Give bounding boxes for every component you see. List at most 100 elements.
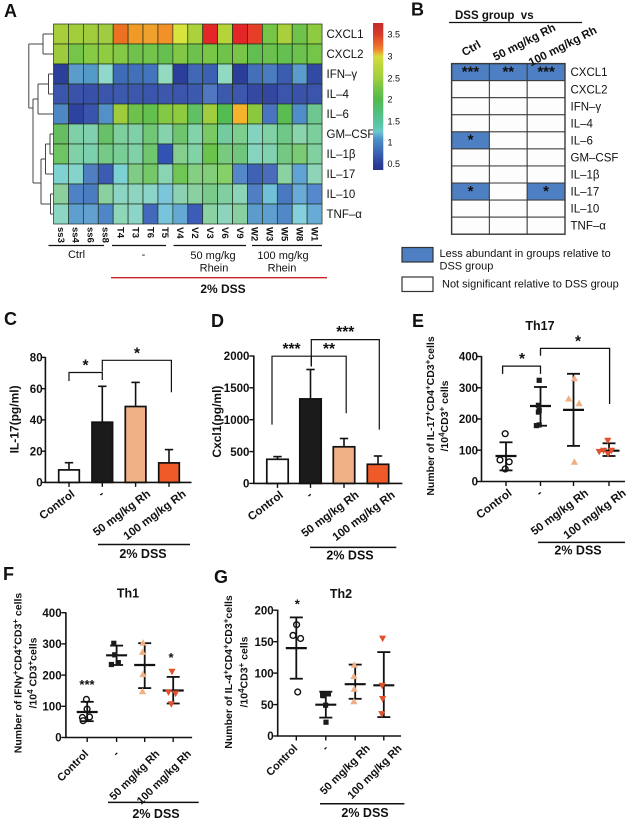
svg-text:T5: T5 bbox=[159, 227, 170, 239]
svg-text:IL–17: IL–17 bbox=[571, 187, 600, 199]
svg-text:T3: T3 bbox=[129, 227, 140, 238]
svg-text:IL–1β: IL–1β bbox=[571, 170, 600, 182]
svg-text:Less abundant in groups relati: Less abundant in groups relative to bbox=[440, 248, 611, 260]
svg-text:IL–1β: IL–1β bbox=[327, 149, 356, 161]
svg-text:-: - bbox=[96, 488, 106, 500]
svg-text:***: *** bbox=[462, 63, 480, 80]
svg-text:V9: V9 bbox=[234, 227, 245, 239]
svg-text:200: 200 bbox=[459, 414, 478, 426]
svg-text:0: 0 bbox=[55, 733, 61, 745]
svg-text:2000: 2000 bbox=[224, 351, 250, 363]
svg-text:/104 CD3+cells: /104 CD3+cells bbox=[26, 637, 40, 708]
svg-text:2% DSS: 2% DSS bbox=[341, 806, 388, 820]
svg-text:A: A bbox=[4, 1, 17, 21]
svg-text:150: 150 bbox=[255, 637, 274, 649]
svg-text:80: 80 bbox=[30, 353, 43, 365]
svg-text:V3: V3 bbox=[204, 227, 215, 239]
svg-text:-: - bbox=[111, 748, 122, 759]
svg-text:CXCL1: CXCL1 bbox=[327, 29, 364, 41]
svg-text:0.5: 0.5 bbox=[388, 159, 401, 169]
svg-text:Not significant relative to DS: Not significant relative to DSS group bbox=[442, 279, 619, 291]
svg-text:DSS group: DSS group bbox=[440, 261, 494, 273]
svg-text:CXCL2: CXCL2 bbox=[571, 84, 608, 96]
svg-text:0: 0 bbox=[243, 479, 249, 491]
svg-text:200: 200 bbox=[255, 605, 274, 617]
svg-text:IFN–γ: IFN–γ bbox=[571, 101, 602, 113]
svg-text:*: * bbox=[82, 358, 89, 375]
svg-text:200: 200 bbox=[42, 670, 61, 682]
svg-text:/104CD3+ cells: /104CD3+ cells bbox=[237, 636, 251, 707]
svg-text:ss3: ss3 bbox=[55, 227, 66, 243]
svg-text:2: 2 bbox=[388, 95, 393, 105]
svg-text:2% DSS: 2% DSS bbox=[554, 544, 601, 558]
svg-text:Rhein: Rhein bbox=[268, 263, 297, 275]
svg-text:60: 60 bbox=[30, 384, 43, 396]
svg-text:***: *** bbox=[336, 324, 355, 341]
svg-text:3: 3 bbox=[388, 51, 393, 61]
svg-text:GM–CSF: GM–CSF bbox=[571, 153, 619, 165]
svg-text:IL–6: IL–6 bbox=[327, 109, 349, 121]
svg-text:100 mg/kg: 100 mg/kg bbox=[257, 250, 308, 262]
svg-text:-: - bbox=[535, 487, 545, 499]
svg-text:Number of IFNγ+CD4+CD3+ cells: Number of IFNγ+CD4+CD3+ cells bbox=[11, 593, 25, 754]
svg-text:3.5: 3.5 bbox=[388, 30, 401, 40]
svg-text:100: 100 bbox=[42, 702, 61, 714]
svg-text:Ctrl: Ctrl bbox=[460, 39, 483, 59]
svg-text:C: C bbox=[4, 309, 17, 329]
svg-text:G: G bbox=[214, 567, 228, 587]
svg-text:Th2: Th2 bbox=[330, 587, 352, 601]
svg-text:-: - bbox=[142, 249, 146, 261]
svg-text:ss6: ss6 bbox=[85, 227, 96, 243]
svg-text:T4: T4 bbox=[114, 227, 125, 239]
svg-text:2% DSS: 2% DSS bbox=[200, 282, 245, 296]
svg-text:Number of IL-4+CD4+CD3+cells: Number of IL-4+CD4+CD3+cells bbox=[222, 595, 236, 749]
svg-text:*: * bbox=[134, 346, 141, 363]
svg-text:W5: W5 bbox=[279, 227, 290, 242]
svg-text:Control: Control bbox=[474, 487, 514, 521]
svg-text:Control: Control bbox=[55, 748, 91, 784]
svg-text:50 mg/kg: 50 mg/kg bbox=[190, 250, 235, 262]
svg-text:2.5: 2.5 bbox=[388, 73, 401, 83]
svg-text:W2: W2 bbox=[249, 227, 260, 241]
svg-text:W1: W1 bbox=[308, 227, 319, 242]
svg-text:ss8: ss8 bbox=[100, 227, 111, 243]
svg-text:V6: V6 bbox=[219, 227, 230, 239]
svg-text:2% DSS: 2% DSS bbox=[119, 547, 166, 561]
svg-text:D: D bbox=[211, 311, 224, 331]
svg-text:40: 40 bbox=[30, 415, 43, 427]
svg-text:-: - bbox=[320, 742, 331, 753]
svg-text:*: * bbox=[468, 132, 474, 149]
svg-text:0: 0 bbox=[472, 477, 478, 489]
svg-text:DSS group vs: DSS group vs bbox=[455, 10, 534, 22]
svg-text:*: * bbox=[168, 650, 174, 665]
svg-text:2% DSS: 2% DSS bbox=[326, 549, 373, 563]
svg-text:Ctrl: Ctrl bbox=[68, 249, 85, 261]
svg-text:**: ** bbox=[323, 341, 336, 358]
svg-text:100 mg/kg Rh: 100 mg/kg Rh bbox=[122, 488, 189, 543]
svg-text:IL–4: IL–4 bbox=[571, 118, 594, 130]
svg-text:Rhein: Rhein bbox=[200, 263, 229, 275]
svg-text:IL–4: IL–4 bbox=[327, 89, 350, 101]
svg-text:TNF–α: TNF–α bbox=[571, 221, 607, 233]
svg-text:1000: 1000 bbox=[224, 415, 250, 427]
svg-text:400: 400 bbox=[459, 352, 478, 364]
svg-text:V4: V4 bbox=[174, 227, 185, 239]
svg-text:500: 500 bbox=[230, 447, 249, 459]
svg-text:IFN–γ: IFN–γ bbox=[327, 69, 358, 81]
svg-text:W8: W8 bbox=[294, 227, 305, 241]
svg-text:0: 0 bbox=[36, 478, 42, 490]
svg-text:100: 100 bbox=[255, 668, 274, 680]
svg-text:100 mg/kg Rh: 100 mg/kg Rh bbox=[331, 489, 398, 544]
svg-text:***: *** bbox=[537, 63, 555, 80]
svg-text:GM–CSF: GM–CSF bbox=[327, 129, 375, 141]
svg-text:ss4: ss4 bbox=[70, 227, 81, 244]
svg-text:CXCL1: CXCL1 bbox=[571, 67, 608, 79]
svg-text:IL-17(pg/ml): IL-17(pg/ml) bbox=[8, 385, 22, 453]
svg-text:Control: Control bbox=[246, 489, 286, 523]
svg-text:Cxcl1(pg/ml): Cxcl1(pg/ml) bbox=[210, 386, 224, 458]
svg-text:IL–6: IL–6 bbox=[571, 135, 593, 147]
svg-text:20: 20 bbox=[30, 446, 43, 458]
svg-text:300: 300 bbox=[42, 639, 61, 651]
svg-text:/104CD3+ cells: /104CD3+ cells bbox=[438, 380, 452, 451]
svg-text:100: 100 bbox=[459, 445, 478, 457]
